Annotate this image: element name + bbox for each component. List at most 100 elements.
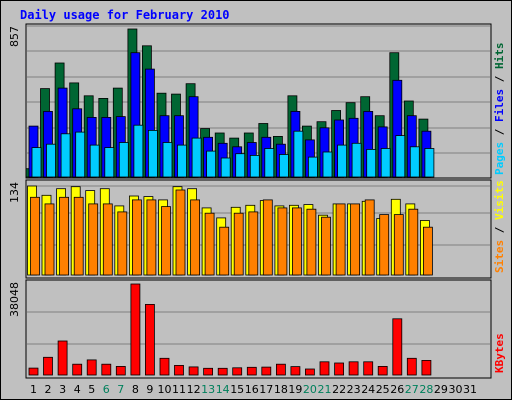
bar-kbytes-day-5 [86,359,97,376]
bar-sites-day-22 [335,203,346,276]
x-tick-label: 8 [132,383,139,396]
bar-pages-day-28 [424,148,435,178]
bar-kbytes-day-10 [159,357,170,376]
x-tick-label: 1 [30,383,37,396]
x-tick-label: 16 [245,383,259,396]
bar-kbytes-day-19 [290,366,301,376]
x-tick-label: 5 [88,383,95,396]
bar-kbytes-day-12 [188,366,199,376]
bar-pages-day-12 [191,137,202,178]
bar-sites-day-5 [88,203,99,276]
bar-sites-day-9 [146,199,157,276]
bar-kbytes-day-27 [406,357,417,376]
x-tick-label: 3 [59,383,66,396]
bar-pages-day-24 [366,148,377,178]
bar-pages-day-26 [395,135,406,178]
legend-entry: / [493,122,506,142]
bar-kbytes-day-24 [363,361,374,376]
bar-pages-day-3 [60,133,71,178]
bar-pages-day-7 [118,142,129,178]
x-tick-label: 26 [390,383,404,396]
x-tick-label: 31 [463,383,477,396]
bar-sites-day-3 [59,196,69,276]
bar-kbytes-day-16 [246,366,257,376]
bar-pages-day-16 [249,154,260,178]
legend-hits-files-pages: Pages / Files / Hits [493,43,506,176]
bar-sites-day-27 [408,208,419,276]
x-tick-label: 13 [201,383,215,396]
legend-entry: / [493,220,506,240]
bar-kbytes-day-1 [28,367,39,376]
bar-kbytes-day-4 [72,363,83,376]
bar-pages-day-17 [264,148,275,178]
legend-kbytes: KBytes [493,333,506,373]
x-tick-label: 10 [158,383,172,396]
bar-sites-day-23 [350,203,361,276]
bar-pages-day-23 [351,142,362,178]
panel-group [25,23,492,379]
x-tick-label: 29 [434,383,448,396]
bar-kbytes-day-2 [43,356,53,376]
bar-sites-day-17 [262,199,273,276]
x-tick-label: 4 [74,383,81,396]
legend-entry: Hits [493,43,506,70]
x-tick-label: 11 [172,383,186,396]
bar-sites-day-2 [44,203,55,276]
bar-pages-day-6 [104,147,115,178]
bar-kbytes-day-23 [348,361,359,376]
x-tick-label: 6 [103,383,110,396]
legend-visits-sites: Sites / Visits [493,180,506,273]
bar-sites-day-10 [161,206,171,276]
x-tick-label: 22 [332,383,346,396]
legend-entry: Pages [493,142,506,175]
x-tick-label: 17 [259,383,273,396]
bar-sites-day-18 [277,207,288,276]
bar-kbytes-day-9 [144,303,155,376]
bar-pages-day-15 [235,153,246,178]
bar-kbytes-day-3 [57,340,68,376]
bar-sites-day-19 [291,207,302,276]
bar-sites-day-8 [131,199,142,276]
bar-sites-day-4 [73,196,84,276]
x-tick-label: 9 [146,383,153,396]
bar-sites-day-20 [306,208,317,276]
bar-pages-day-11 [177,144,187,178]
bar-sites-day-15 [233,212,244,276]
bar-pages-day-8 [133,124,144,178]
ymax-label-kbytes: 38048 [8,282,21,317]
x-tick-label: 23 [347,383,361,396]
x-tick-label: 14 [216,383,230,396]
bar-kbytes-day-14 [217,367,228,376]
legend-entry: Visits [493,180,506,220]
bar-pages-day-22 [337,144,348,178]
x-tick-label: 25 [376,383,390,396]
x-tick-label: 24 [361,383,375,396]
legend-entry: KBytes [493,333,506,373]
bar-kbytes-day-25 [377,365,388,376]
x-tick-label: 30 [449,383,463,396]
bar-kbytes-day-18 [275,363,286,376]
bar-pages-day-18 [278,154,289,178]
bar-pages-day-20 [307,156,318,178]
bar-sites-day-16 [248,211,259,276]
bar-sites-day-12 [190,199,201,276]
bar-sites-day-11 [175,189,186,276]
bar-sites-day-13 [204,212,215,276]
bar-pages-day-14 [220,157,231,178]
bar-sites-day-6 [102,203,113,276]
x-tick-label: 15 [230,383,244,396]
legend-entry: / [493,69,506,89]
bar-kbytes-day-11 [174,364,184,376]
bar-kbytes-day-20 [304,368,315,376]
bar-pages-day-27 [409,146,420,178]
x-tick-label: 19 [288,383,302,396]
bar-pages-day-19 [293,130,304,178]
bar-kbytes-day-8 [130,283,141,376]
bar-sites-day-21 [321,216,331,276]
bar-kbytes-day-13 [203,367,214,376]
bar-kbytes-day-28 [421,359,432,376]
bar-sites-day-26 [393,214,404,276]
ymax-label-visits-sites: 134 [8,182,21,203]
bar-pages-day-9 [147,129,158,178]
x-tick-label: 2 [45,383,52,396]
